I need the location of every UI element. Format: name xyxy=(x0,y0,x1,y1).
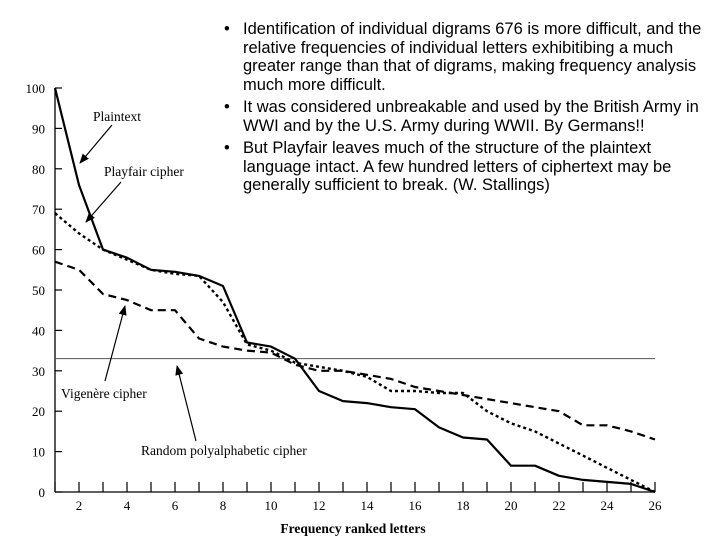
y-tick-label: 0 xyxy=(39,485,46,500)
y-tick-label: 50 xyxy=(32,283,45,298)
x-tick-label: 16 xyxy=(409,498,423,513)
bullet-item: Identification of individual digrams 676… xyxy=(222,20,702,94)
x-tick-label: 18 xyxy=(457,498,470,513)
y-tick-label: 40 xyxy=(32,323,45,338)
bullet-item: It was considered unbreakable and used b… xyxy=(222,98,702,135)
playfair-cipher-line xyxy=(54,212,656,494)
playfair-label: Playfair cipher xyxy=(104,164,184,179)
x-tick-label: 20 xyxy=(505,498,518,513)
x-tick-label: 22 xyxy=(553,498,566,513)
plaintext-arrow xyxy=(79,124,113,164)
random-polyalphabetic-arrow xyxy=(175,365,197,442)
vigenere-label: Vigenère cipher xyxy=(61,386,147,401)
random-polyalphabetic-label: Random polyalphabetic cipher xyxy=(141,443,307,458)
y-tick-label: 30 xyxy=(32,364,45,379)
series-lines xyxy=(53,87,656,494)
bullet-list: Identification of individual digrams 676… xyxy=(222,20,702,199)
annotations: Plaintext Playfair cipher Vigenère ciphe… xyxy=(61,109,307,458)
x-tick-label: 10 xyxy=(265,498,278,513)
y-tick-label: 90 xyxy=(32,121,45,136)
y-tick-label: 10 xyxy=(32,445,45,460)
y-tick-label: 70 xyxy=(32,202,45,217)
x-tick-label: 4 xyxy=(124,498,131,513)
x-tick-label: 6 xyxy=(172,498,179,513)
x-tick-label: 14 xyxy=(361,498,375,513)
x-tick-label: 2 xyxy=(76,498,83,513)
playfair-arrow xyxy=(85,181,122,223)
vigenere-arrow xyxy=(104,305,127,382)
x-tick-label: 8 xyxy=(220,498,227,513)
x-tick-label: 12 xyxy=(313,498,326,513)
bullet-item: But Playfair leaves much of the structur… xyxy=(222,139,702,195)
y-tick-label: 100 xyxy=(26,81,46,96)
y-tick-label: 20 xyxy=(32,404,45,419)
y-tick-label: 80 xyxy=(32,162,45,177)
plaintext-label: Plaintext xyxy=(93,109,141,124)
x-tick-label: 26 xyxy=(649,498,663,513)
vigen-re-cipher-line xyxy=(54,260,656,441)
x-axis-title: Frequency ranked letters xyxy=(280,521,425,536)
y-tick-label: 60 xyxy=(32,243,45,258)
x-tick-label: 24 xyxy=(601,498,615,513)
